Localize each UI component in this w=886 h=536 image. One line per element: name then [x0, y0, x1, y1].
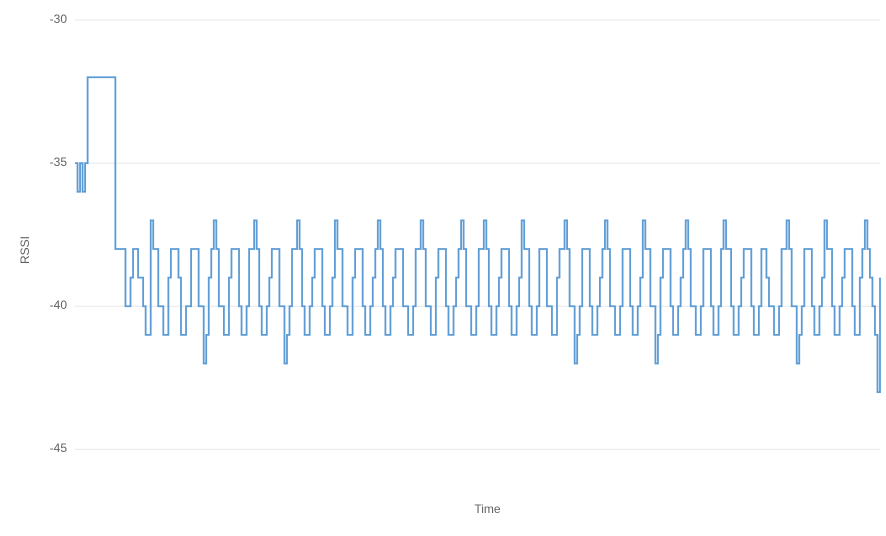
rssi-chart	[0, 0, 886, 536]
y-tick-label: -30	[27, 12, 67, 26]
y-tick-label: -35	[27, 155, 67, 169]
y-axis-label: RSSI	[18, 236, 32, 264]
rssi-series-line	[75, 77, 880, 392]
y-tick-label: -40	[27, 298, 67, 312]
chart-container: RSSI Time -30 -35 -40 -45	[0, 0, 886, 536]
x-axis-label: Time	[458, 502, 518, 516]
y-tick-label: -45	[27, 441, 67, 455]
